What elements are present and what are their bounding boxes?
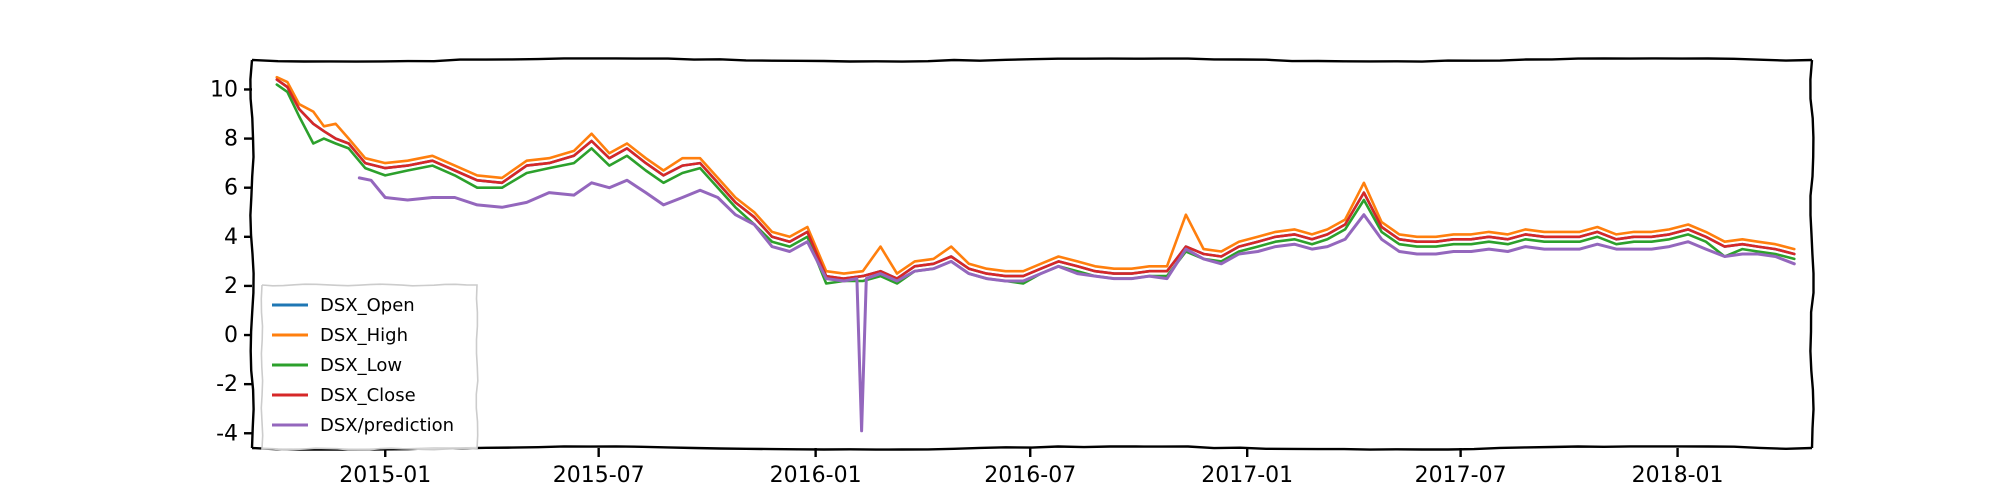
legend: DSX_Open DSX_High DSX_Low DSX_Close DSX/pred…: [260, 283, 479, 451]
legend-label: DSX_High: [320, 325, 408, 346]
series-line-dsx-low: [275, 83, 1796, 285]
x-axis: 2015-01 2015-07 2016-01 2016-07 2017-01 2017-…: [339, 448, 1724, 488]
legend-label: DSX_Close: [320, 385, 416, 406]
x-tick-label: 2017-07: [1415, 463, 1507, 488]
frame-bottom: [251, 445, 1813, 451]
axes-frame: [249, 57, 1815, 451]
frame-top: [251, 57, 1813, 63]
x-tick-label: 2015-01: [339, 463, 431, 488]
legend-label: DSX_Open: [320, 295, 415, 316]
y-tick-label: -2: [216, 372, 238, 397]
y-tick-label: 8: [224, 127, 238, 152]
series-line-dsx-close: [275, 78, 1796, 280]
legend-box: [260, 283, 479, 451]
y-tick-label: 4: [224, 225, 238, 250]
series-line-dsx-prediction: [357, 176, 1796, 433]
x-tick-label: 2016-07: [984, 463, 1076, 488]
legend-label: DSX/prediction: [320, 415, 454, 436]
x-tick-label: 2018-01: [1632, 463, 1724, 488]
frame-right: [1809, 59, 1815, 449]
y-tick-label: 0: [224, 323, 238, 348]
y-tick-label: 10: [210, 77, 238, 102]
y-axis: 10 8 6 4 2 0 -2 -4: [210, 77, 252, 446]
y-tick-label: -4: [216, 421, 238, 446]
frame-left: [249, 59, 255, 449]
x-tick-label: 2016-01: [770, 463, 862, 488]
legend-label: DSX_Low: [320, 355, 402, 376]
x-tick-label: 2017-01: [1201, 463, 1293, 488]
x-tick-label: 2015-07: [553, 463, 645, 488]
y-tick-label: 6: [224, 176, 238, 201]
y-tick-label: 2: [224, 274, 238, 299]
series-line-dsx-high: [275, 75, 1796, 275]
series-layer: [275, 75, 1796, 433]
